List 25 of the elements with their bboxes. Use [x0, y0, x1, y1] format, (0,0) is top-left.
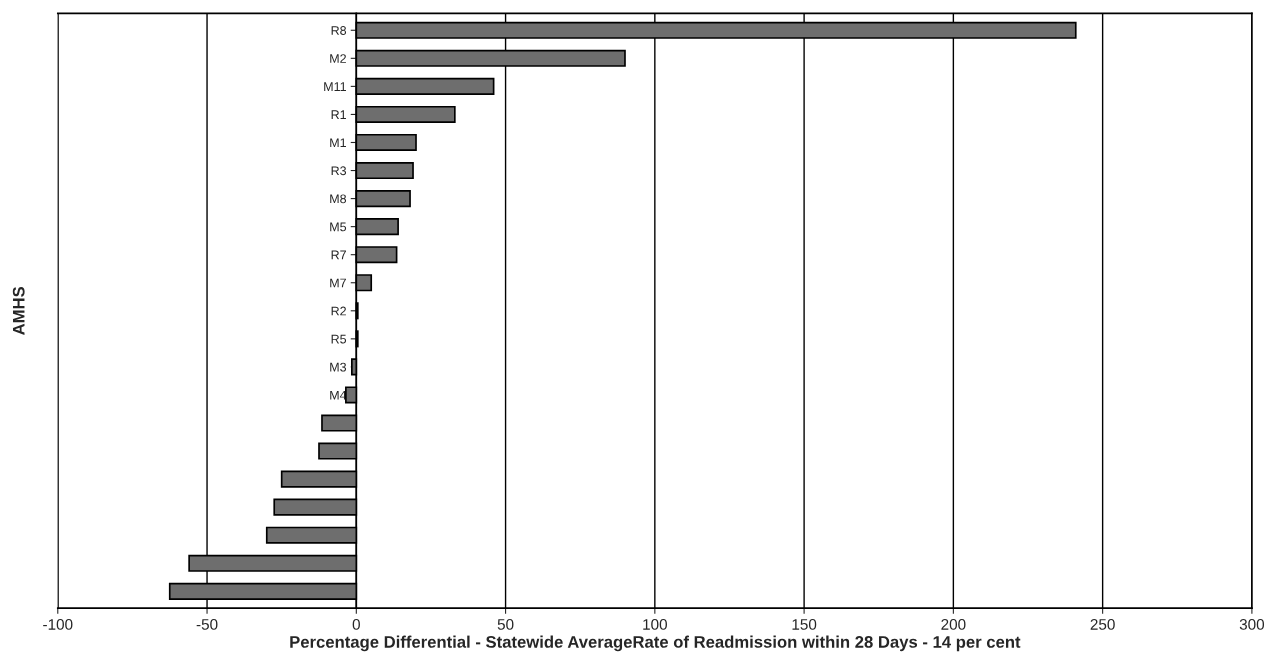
- x-tick-label: 150: [792, 618, 817, 630]
- x-tick-label: -50: [196, 618, 218, 630]
- x-tick-label: 250: [1090, 618, 1115, 630]
- y-tick-label: R5: [331, 334, 347, 344]
- x-tick-label: 50: [497, 618, 514, 630]
- x-axis-title: Percentage Differential - Statewide AverageRate of Readmission within 28 Days - 14 per cent: [290, 635, 1021, 652]
- x-tick-label: -100: [43, 618, 73, 630]
- y-tick-label: M5: [330, 222, 347, 232]
- y-axis-title: AMHS: [12, 286, 25, 335]
- x-tick-label: 0: [352, 618, 360, 630]
- x-tick-label: 300: [1239, 618, 1265, 630]
- x-tick-label: 200: [941, 618, 966, 630]
- y-tick-label: R8: [331, 26, 347, 35]
- y-tick-label: R1: [331, 110, 346, 119]
- y-tick-label: R7: [331, 250, 346, 260]
- y-tick-label: R2: [331, 306, 346, 316]
- y-tick-label: M8: [330, 194, 347, 204]
- y-tick-label: M4: [330, 390, 347, 400]
- y-tick-label: M3: [330, 362, 347, 372]
- y-tick-label: M2: [330, 54, 346, 63]
- y-tick-label: R3: [331, 166, 347, 176]
- y-tick-label: M7: [330, 278, 346, 288]
- x-tick-label: 100: [643, 618, 667, 630]
- y-tick-label: M11: [324, 82, 346, 91]
- y-tick-label: M1: [330, 138, 346, 148]
